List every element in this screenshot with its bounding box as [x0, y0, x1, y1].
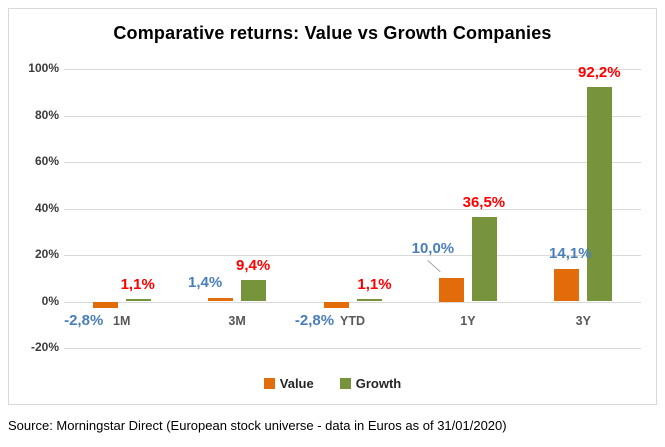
legend-item-growth: Growth	[339, 376, 402, 391]
legend-item-value: Value	[263, 376, 314, 391]
y-gridline	[64, 69, 641, 70]
value-data-label-3M: 1,4%	[187, 274, 223, 292]
bar-growth-1Y	[471, 216, 497, 302]
legend-swatch-icon	[339, 378, 351, 389]
y-axis-tick-label: 0%	[41, 293, 59, 308]
y-axis-tick-label: 20%	[34, 247, 59, 261]
x-axis-category-label: 1M	[113, 313, 131, 328]
value-data-label-1Y: 10,0%	[411, 240, 455, 258]
bar-value-YTD	[323, 301, 349, 308]
growth-data-label-1M: 1,1%	[120, 275, 155, 293]
legend-label: Growth	[355, 376, 402, 391]
growth-data-label-3Y: 92,2%	[578, 64, 621, 82]
y-axis-tick-label: 80%	[34, 107, 59, 122]
y-gridline	[64, 208, 641, 210]
bar-growth-YTD	[356, 298, 382, 302]
value-data-label-1M: -2,8%	[64, 311, 104, 329]
value-data-label-YTD: -2,8%	[294, 311, 335, 329]
y-gridline	[64, 115, 641, 117]
y-axis-tick-label: 60%	[34, 154, 59, 168]
growth-data-label-YTD: 1,1%	[357, 275, 392, 293]
y-axis-tick-label: -20%	[30, 340, 59, 354]
bar-value-1M	[92, 301, 118, 308]
y-axis-tick-label: 40%	[34, 200, 59, 215]
chart-frame: Comparative returns: Value vs Growth Com…	[8, 8, 657, 405]
x-axis-category-label: 3Y	[575, 313, 591, 328]
bar-value-3Y	[554, 268, 580, 302]
bar-growth-1M	[125, 298, 151, 302]
x-axis-category-label: YTD	[340, 313, 365, 328]
label-leader-line	[427, 260, 441, 273]
y-gridline	[64, 255, 641, 256]
y-gridline	[64, 301, 641, 303]
growth-data-label-1Y: 36,5%	[462, 193, 506, 211]
chart-title: Comparative returns: Value vs Growth Com…	[113, 23, 552, 43]
chart-legend: Value Growth	[9, 376, 656, 391]
x-axis-category-label: 1Y	[460, 313, 476, 328]
x-axis-category-label: 3M	[228, 313, 246, 328]
bar-value-1Y	[438, 278, 464, 302]
bar-growth-3M	[241, 279, 267, 302]
source-note: Source: Morningstar Direct (European sto…	[8, 418, 507, 433]
bar-growth-3Y	[587, 87, 613, 302]
legend-label: Value	[279, 376, 314, 391]
value-data-label-3Y: 14,1%	[549, 244, 592, 262]
legend-swatch-icon	[263, 378, 275, 389]
y-axis-tick-label: 100%	[28, 61, 59, 75]
bar-value-3M	[208, 298, 234, 302]
y-gridline	[64, 162, 641, 163]
y-gridline	[64, 348, 641, 349]
growth-data-label-3M: 9,4%	[235, 256, 271, 274]
